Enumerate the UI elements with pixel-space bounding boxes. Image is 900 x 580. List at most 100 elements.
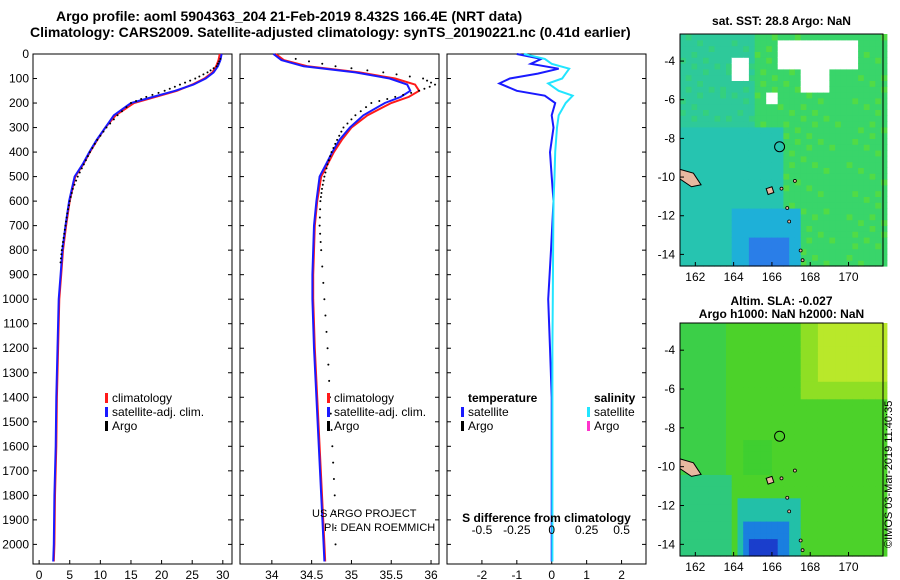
map-cell [852, 219, 859, 226]
map-cell [806, 231, 813, 238]
map-cell [714, 219, 721, 226]
island-shape [787, 509, 792, 514]
map-cell [703, 416, 710, 423]
map-cell [858, 468, 865, 475]
map-cell [685, 184, 692, 192]
map-cell [771, 352, 779, 359]
map-cell [726, 550, 733, 557]
map-cell [731, 225, 738, 232]
map-cell [789, 86, 796, 93]
difference-profile-panel: -2-1012T difference from climatology-0.5… [446, 53, 647, 580]
map-cell [789, 213, 796, 221]
map-cell [726, 375, 733, 382]
map-cell [800, 550, 807, 557]
map-cell [829, 416, 836, 423]
data-point [70, 191, 73, 194]
map-cell [737, 340, 744, 347]
map-cell [835, 51, 842, 58]
map-cell [691, 45, 698, 52]
map-cell [806, 526, 813, 534]
map-cell [720, 398, 727, 406]
map-cell [754, 74, 761, 81]
map-cell [817, 480, 825, 487]
map-cell [748, 375, 756, 382]
map-cell [869, 445, 876, 452]
map-cell [794, 387, 802, 394]
map-cell [881, 196, 888, 203]
map-cell [817, 150, 825, 157]
map-cell [812, 121, 819, 128]
map-cell [720, 202, 727, 209]
map-cell [703, 387, 710, 394]
map-cell [875, 51, 882, 58]
map-cell [863, 445, 871, 452]
map-cell [777, 398, 784, 406]
data-point [354, 114, 357, 117]
map-cell [714, 34, 721, 41]
map-cell [737, 74, 744, 81]
map-cell [858, 213, 865, 221]
map-cell [794, 410, 802, 417]
map-cell [708, 387, 715, 394]
map-cell [858, 357, 865, 365]
data-point [319, 208, 322, 211]
map-cell [691, 451, 698, 458]
map-cell [731, 416, 738, 423]
x-tick-label: 36 [424, 568, 438, 580]
map-cell [685, 369, 692, 376]
map-cell [823, 497, 830, 505]
map-cell [737, 515, 744, 522]
map-cell [806, 80, 813, 87]
map-cell [754, 92, 761, 99]
map-cell [714, 80, 721, 87]
map-cell [789, 346, 796, 353]
map-cell [783, 334, 790, 341]
map-cell [817, 126, 825, 134]
map-cell [743, 480, 750, 487]
data-point [410, 91, 413, 94]
map-cell [835, 550, 842, 557]
map-cell [680, 526, 687, 534]
map-cell [783, 392, 790, 400]
map-cell [817, 468, 825, 475]
map-cell [835, 433, 842, 441]
map-cell [737, 260, 744, 267]
map-cell [829, 328, 836, 336]
map-cell [817, 404, 825, 411]
map-cell [835, 173, 842, 180]
map-cell [846, 357, 853, 365]
map-cell [754, 503, 761, 510]
map-cell [777, 352, 784, 359]
map-cell [794, 173, 802, 180]
map-cell [829, 497, 836, 505]
map-y-tick-label: -14 [658, 247, 676, 261]
map-cell [800, 150, 807, 157]
map-cell [777, 521, 784, 528]
map-cell [748, 132, 756, 139]
map-cell [777, 179, 784, 186]
map-cell [881, 132, 888, 139]
map-cell [840, 538, 848, 545]
map-cell [685, 92, 692, 99]
map-cell [771, 509, 779, 516]
map-cell [708, 445, 715, 452]
map-cell [806, 155, 813, 163]
map-cell [726, 427, 733, 435]
map-cell [846, 34, 853, 41]
map-cell [760, 445, 767, 452]
map-cell [800, 196, 807, 203]
map-cell [812, 237, 819, 244]
map-cell [748, 254, 756, 261]
map-cell [726, 260, 733, 267]
map-cell [875, 237, 882, 244]
map-cell [731, 369, 738, 376]
x-tick-label: 25 [186, 568, 200, 580]
map-cell [794, 486, 802, 493]
map-cell [754, 173, 761, 180]
map-cell [852, 334, 859, 341]
data-point [62, 240, 65, 243]
map-cell [766, 497, 773, 505]
map-cell [840, 57, 848, 64]
map-cell [812, 457, 819, 464]
map-cell [777, 63, 784, 70]
